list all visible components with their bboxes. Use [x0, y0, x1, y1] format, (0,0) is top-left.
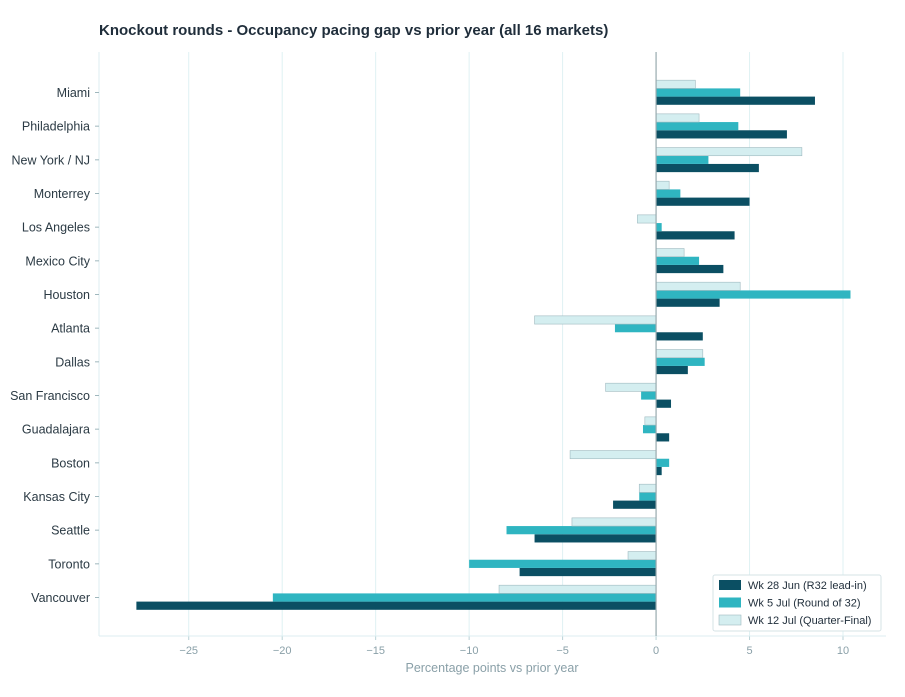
bar	[627, 551, 657, 561]
bar	[614, 324, 657, 333]
x-tick-label: 5	[746, 645, 752, 657]
bar	[656, 357, 705, 366]
y-tick-label: Dallas	[55, 355, 90, 369]
bar	[136, 601, 657, 610]
bar	[656, 298, 720, 307]
y-tick-label: Atlanta	[51, 322, 90, 336]
bar	[638, 483, 657, 493]
x-tick-label: −5	[556, 645, 569, 657]
x-tick-label: 0	[653, 645, 659, 657]
bar	[656, 290, 851, 299]
bar	[498, 584, 657, 594]
bar	[637, 214, 657, 224]
bar	[644, 416, 657, 426]
bar	[534, 534, 657, 543]
y-tick-label: Houston	[43, 288, 90, 302]
y-tick-label: Seattle	[51, 524, 90, 538]
y-tick-label: Miami	[57, 86, 90, 100]
axes: −25 −20 −15 −10 −5 0 5 10 Miami Philadelphia New Y…	[10, 52, 886, 657]
bar	[655, 180, 670, 190]
bar	[656, 399, 672, 408]
y-tick-label: Guadalajara	[22, 423, 90, 437]
y-tick-label: New York / NJ	[11, 153, 90, 167]
bar	[656, 88, 741, 97]
y-tick-label: Los Angeles	[22, 221, 90, 235]
bar	[655, 113, 700, 123]
bar	[639, 492, 657, 501]
legend-label: Wk 5 Jul (Round of 32)	[748, 598, 861, 610]
bars	[136, 79, 851, 610]
bar	[656, 458, 670, 467]
y-tick-label: Vancouver	[31, 591, 90, 605]
bar	[519, 567, 657, 577]
bar	[656, 223, 662, 232]
bar	[656, 231, 735, 240]
bar	[656, 96, 815, 105]
legend: Wk 28 Jun (R32 lead-in) Wk 5 Jul (Round o…	[712, 574, 882, 632]
bar	[272, 593, 657, 602]
chart-title: Knockout rounds - Occupancy pacing gap v…	[99, 22, 608, 39]
y-tick-label: Toronto	[48, 557, 90, 571]
bar	[656, 466, 662, 476]
bar	[655, 147, 803, 157]
bar	[656, 122, 739, 131]
bar	[656, 433, 670, 442]
bar	[571, 517, 657, 527]
bar	[656, 163, 759, 173]
bar	[506, 526, 657, 535]
x-tick-label: −15	[366, 645, 385, 657]
bar	[656, 332, 703, 341]
x-tick-label: −20	[273, 645, 292, 657]
legend-swatch	[719, 597, 741, 608]
x-axis-label: Percentage points vs prior year	[405, 661, 578, 675]
bar	[655, 349, 704, 359]
legend-box	[712, 574, 882, 632]
x-tick-label: −10	[460, 645, 479, 657]
bar	[569, 450, 657, 460]
bar	[534, 315, 657, 325]
x-tick-label: −25	[179, 645, 198, 657]
legend-swatch	[718, 614, 742, 626]
legend-label: Wk 12 Jul (Quarter-Final)	[748, 615, 871, 627]
x-tick-label: 10	[837, 645, 849, 657]
bar	[656, 130, 787, 139]
y-tick-label: Mexico City	[25, 254, 90, 268]
y-tick-label: Philadelphia	[22, 120, 90, 134]
bar	[469, 559, 657, 568]
legend-swatch	[719, 580, 741, 590]
bar	[605, 382, 657, 392]
bar	[656, 365, 688, 375]
bar	[656, 264, 724, 274]
bar	[655, 248, 685, 258]
bar	[655, 281, 741, 291]
bar	[613, 500, 657, 509]
bar	[656, 189, 681, 198]
bar	[656, 197, 750, 206]
y-tick-label: Boston	[51, 456, 90, 470]
legend-label: Wk 28 Jun (R32 lead-in)	[748, 580, 867, 592]
bar	[641, 391, 657, 400]
bar	[655, 79, 696, 89]
grid-lines	[188, 52, 844, 636]
y-tick-label: San Francisco	[10, 389, 90, 403]
y-tick-label: Monterrey	[34, 187, 91, 201]
y-tick-label: Kansas City	[23, 490, 90, 504]
bar	[656, 256, 700, 265]
bar	[656, 155, 709, 164]
bar	[642, 425, 657, 434]
